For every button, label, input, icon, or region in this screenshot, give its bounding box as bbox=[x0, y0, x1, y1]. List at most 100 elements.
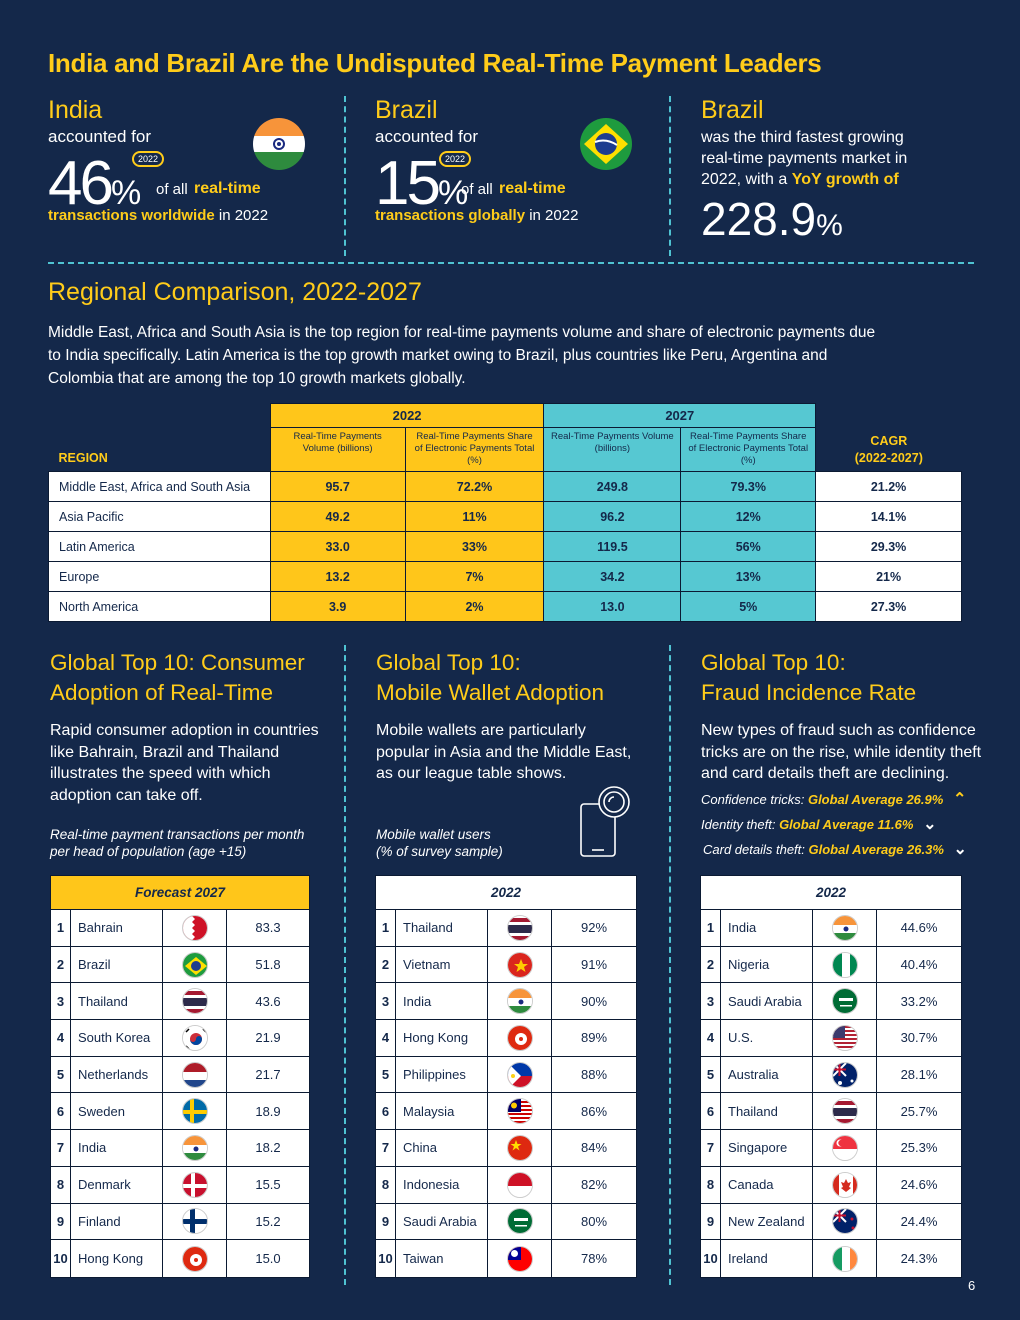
cell-cagr: 21% bbox=[815, 561, 962, 592]
cell-region: Asia Pacific bbox=[48, 501, 271, 532]
stat-pct: % bbox=[437, 174, 468, 212]
flag-cell bbox=[813, 1130, 877, 1166]
flag-cell bbox=[488, 1093, 552, 1130]
desc-line: adoption can take off. bbox=[50, 786, 203, 804]
country-name: China bbox=[396, 1130, 488, 1166]
cell-s22: 72.2% bbox=[404, 471, 545, 502]
stat-line: 2022, with a bbox=[701, 171, 788, 188]
denmark-flag-icon bbox=[181, 1171, 208, 1198]
desc-line: illustrates the speed with which bbox=[50, 765, 271, 782]
cagr-range: (2022-2027) bbox=[854, 451, 923, 465]
cell-s27: 79.3% bbox=[680, 471, 817, 502]
rank-number: 8 bbox=[701, 1166, 721, 1203]
country-name: Taiwan bbox=[396, 1240, 488, 1277]
wallet-section: Global Top 10: Mobile Wallet Adoption Mob… bbox=[376, 648, 666, 859]
section-description: New types of fraud such as confidence tri… bbox=[701, 720, 1001, 785]
thailand-flag-icon bbox=[506, 914, 533, 941]
rank-number: 3 bbox=[701, 983, 721, 1020]
page-title: India and Brazil Are the Undisputed Real… bbox=[48, 48, 822, 78]
stat-line: was the third fastest growing bbox=[701, 129, 904, 146]
indonesia-flag-icon bbox=[506, 1171, 533, 1198]
cell-v22: 13.2 bbox=[269, 561, 406, 592]
flag-cell bbox=[813, 1056, 877, 1093]
table-row: 3 Saudi Arabia 33.2% bbox=[701, 983, 961, 1021]
india-flag-icon bbox=[181, 1134, 208, 1161]
fraud-label: Card details theft: bbox=[703, 842, 805, 857]
table-row: 7 China 84% bbox=[376, 1130, 636, 1167]
col-region: REGION bbox=[48, 427, 271, 472]
rank-number: 7 bbox=[51, 1130, 71, 1166]
country-name: Thailand bbox=[721, 1093, 813, 1130]
stat-india: India accounted for 46% 2022 of all real… bbox=[48, 96, 328, 256]
rank-value: 51.8 bbox=[255, 957, 281, 973]
section-description: Mobile wallets are particularly popular i… bbox=[376, 720, 666, 785]
country-name: Nigeria bbox=[721, 946, 813, 983]
thailand-flag-icon bbox=[831, 1098, 858, 1125]
rank-number: 9 bbox=[376, 1203, 396, 1240]
table-row: 5 Netherlands 21.7 bbox=[51, 1056, 309, 1094]
divider bbox=[669, 96, 671, 256]
regional-table: 2022 2027 REGION Real-Time Payments Volu… bbox=[48, 403, 962, 622]
rank-value: 15.2 bbox=[255, 1213, 281, 1229]
stat-country: India bbox=[48, 96, 103, 124]
netherlands-flag-icon bbox=[181, 1061, 208, 1088]
fraud-average-line: Identity theft: Global Average 11.6% ⌄ bbox=[701, 814, 1001, 839]
table-row: 8 Indonesia 82% bbox=[376, 1166, 636, 1204]
brazil-flag-icon bbox=[181, 951, 208, 978]
bahrain-flag-icon bbox=[181, 914, 208, 941]
desc-line: Rapid consumer adoption in countries bbox=[50, 722, 319, 739]
desc-line: Mobile wallets are particularly bbox=[376, 722, 586, 739]
regional-title: Regional Comparison, 2022-2027 bbox=[48, 278, 422, 306]
desc-line: Colombia that are among the top 10 growt… bbox=[48, 370, 466, 387]
cell-v27: 96.2 bbox=[543, 501, 682, 532]
rank-value: 43.6 bbox=[255, 993, 281, 1009]
table-row: 8 Canada 24.6% bbox=[701, 1166, 961, 1204]
col-share: Real-Time Payments Share of Electronic P… bbox=[680, 427, 817, 472]
country-name: Thailand bbox=[71, 983, 163, 1020]
ireland-flag-icon bbox=[831, 1245, 858, 1272]
table-row: 5 Australia 28.1% bbox=[701, 1056, 961, 1094]
divider bbox=[48, 262, 974, 264]
table-row: 2 Brazil 51.8 bbox=[51, 946, 309, 984]
table-row: Asia Pacific 49.2 11% 96.2 12% 14.1% bbox=[48, 501, 962, 532]
chevron-down-icon: ⌄ bbox=[953, 841, 967, 858]
rank-number: 4 bbox=[51, 1020, 71, 1056]
fraud-section: Global Top 10: Fraud Incidence Rate New t… bbox=[701, 648, 1001, 785]
cell-s22: 2% bbox=[404, 591, 545, 622]
table-row: 1 Bahrain 83.3 bbox=[51, 910, 309, 947]
cell-s22: 33% bbox=[404, 531, 545, 562]
flag-cell bbox=[163, 1203, 227, 1240]
section-title: Mobile Wallet Adoption bbox=[376, 680, 605, 705]
cell-s27: 56% bbox=[680, 531, 817, 562]
caption: Real-time payment transactions per month bbox=[50, 827, 305, 842]
table-row: North America 3.9 2% 13.0 5% 27.3% bbox=[48, 591, 962, 622]
stat-pct: % bbox=[816, 209, 843, 242]
table-row: 3 India 90% bbox=[376, 983, 636, 1021]
country-name: India bbox=[721, 910, 813, 946]
rank-value: 80% bbox=[580, 1213, 608, 1229]
rank-value: 25.3% bbox=[900, 1140, 938, 1156]
country-name: Brazil bbox=[71, 946, 163, 983]
chevron-up-icon: ⌃ bbox=[952, 791, 967, 808]
year-badge: 2022 bbox=[132, 151, 165, 167]
rank-number: 2 bbox=[701, 946, 721, 983]
stat-highlight: real-time bbox=[194, 180, 261, 197]
rank-value: 91% bbox=[580, 957, 608, 973]
india-flag-icon bbox=[506, 988, 533, 1015]
table-header: Forecast 2027 bbox=[51, 876, 309, 910]
rank-number: 5 bbox=[51, 1056, 71, 1093]
thailand-flag-icon bbox=[181, 988, 208, 1015]
flag-cell bbox=[488, 1240, 552, 1277]
cell-cagr: 14.1% bbox=[815, 501, 962, 532]
table-row: 3 Thailand 43.6 bbox=[51, 983, 309, 1021]
fraud-average: Global Average 11.6% bbox=[779, 817, 914, 832]
cell-region: North America bbox=[48, 591, 271, 622]
section-title: Adoption of Real-Time bbox=[50, 680, 274, 705]
rank-number: 2 bbox=[376, 946, 396, 983]
rank-value: 24.4% bbox=[900, 1213, 938, 1229]
table-row: Latin America 33.0 33% 119.5 56% 29.3% bbox=[48, 531, 962, 562]
rank-number: 10 bbox=[376, 1240, 396, 1277]
table-row: 4 South Korea 21.9 bbox=[51, 1020, 309, 1057]
country-name: U.S. bbox=[721, 1020, 813, 1056]
country-name: Singapore bbox=[721, 1130, 813, 1166]
